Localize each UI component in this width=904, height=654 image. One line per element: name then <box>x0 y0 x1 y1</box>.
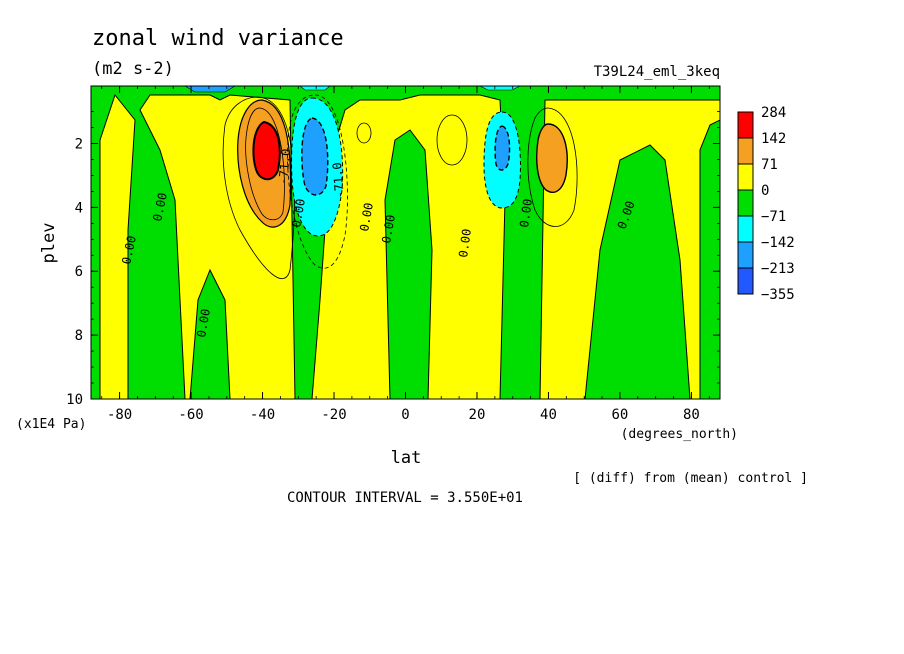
contour-label: 0.00 <box>456 228 474 259</box>
region-negative <box>189 268 231 399</box>
contour-label: -71.0 <box>276 148 293 185</box>
contour-label: 0.00 <box>194 308 213 339</box>
colorbar-label: 284 <box>761 105 786 121</box>
chart-subtitle: (m2 s-2) <box>92 59 174 79</box>
contour-label: 0.00 <box>379 214 398 245</box>
y-axis-title: plev <box>39 223 59 264</box>
x-tick-label: 40 <box>540 407 557 423</box>
contour-label: 0.00 <box>289 198 308 229</box>
colorbar-label: −213 <box>761 261 795 277</box>
y-tick-label: 6 <box>75 264 83 280</box>
contour-positive <box>527 107 578 227</box>
colorbar-swatch <box>737 163 754 191</box>
x-tick-label: 60 <box>612 407 629 423</box>
top-feature <box>184 86 236 93</box>
colorbar-swatch <box>737 189 754 217</box>
y-axis: 2 4 6 8 10 <box>66 111 720 408</box>
contour-negative <box>287 94 348 269</box>
contour-label: -71.0 <box>330 162 347 199</box>
x-axis: -80 -60 -40 -20 0 20 40 60 80 <box>101 86 710 423</box>
x-tick-label: -80 <box>107 407 132 423</box>
colorbar-label: −142 <box>761 235 795 251</box>
region-negative <box>91 86 720 399</box>
negative-core <box>494 125 511 171</box>
colorbar-swatch <box>737 111 754 139</box>
contour-label: 0.00 <box>357 202 376 233</box>
x-axis-title: lat <box>391 448 422 468</box>
positive-lobe <box>536 123 568 193</box>
y-tick-label: 4 <box>75 200 83 216</box>
chart-title: zonal wind variance <box>92 26 344 51</box>
x-tick-label: -60 <box>178 407 203 423</box>
positive-core <box>252 120 281 181</box>
diff-note: [ (diff) from (mean) control ] <box>573 471 808 486</box>
y-tick-label: 2 <box>75 136 83 152</box>
top-feature <box>479 86 521 91</box>
colorbar-swatch <box>737 241 754 269</box>
region-negative <box>584 144 691 399</box>
region-negative <box>699 119 720 399</box>
colorbar-label: 0 <box>761 183 769 199</box>
contour-interval: CONTOUR INTERVAL = 3.550E+01 <box>287 490 523 506</box>
contour-label: 0.00 <box>150 191 170 222</box>
y-axis-units: (x1E4 Pa) <box>16 417 86 432</box>
dataset-label: T39L24_eml_3keq <box>594 64 720 80</box>
y-tick-label: 10 <box>66 392 83 408</box>
positive-bubble <box>436 114 468 166</box>
contour-label: 0.00 <box>517 198 535 229</box>
positive-bubble <box>356 122 372 144</box>
x-tick-label: -40 <box>250 407 275 423</box>
x-axis-units: (degrees_north) <box>621 427 738 442</box>
colorbar: 284 142 71 0 −71 −142 −213 −355 <box>737 105 795 303</box>
contour-positive <box>245 107 285 221</box>
region-negative <box>384 129 433 399</box>
negative-core <box>301 117 329 196</box>
colorbar-swatch <box>737 137 754 165</box>
colorbar-swatch <box>737 267 754 295</box>
colorbar-label: −355 <box>761 287 795 303</box>
x-tick-label: 0 <box>401 407 409 423</box>
top-feature <box>299 86 331 91</box>
colorbar-label: 71 <box>761 157 778 173</box>
colorbar-label: 142 <box>761 131 786 147</box>
x-tick-label: 80 <box>683 407 700 423</box>
x-tick-label: -20 <box>321 407 346 423</box>
colorbar-swatch <box>737 215 754 243</box>
x-tick-label: 20 <box>469 407 486 423</box>
field: 0.00 0.00 0.00 0.00 0.00 0.00 0.00 0.00 … <box>91 86 720 399</box>
contour-label: 0.00 <box>119 234 139 265</box>
colorbar-label: −71 <box>761 209 786 225</box>
y-tick-label: 8 <box>75 328 83 344</box>
